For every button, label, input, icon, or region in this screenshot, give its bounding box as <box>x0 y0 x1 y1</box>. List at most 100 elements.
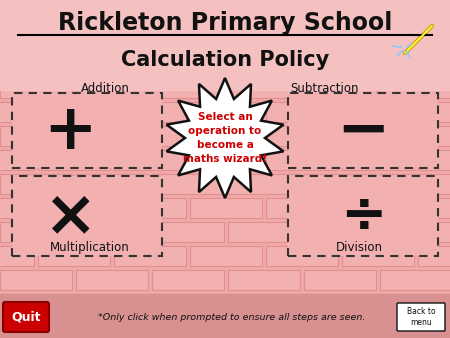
Bar <box>266 54 338 74</box>
Bar <box>76 318 148 338</box>
Bar <box>38 102 110 122</box>
Text: *Only click when prompted to ensure all steps are seen.: *Only click when prompted to ensure all … <box>98 313 366 321</box>
Bar <box>152 174 224 194</box>
Bar <box>38 294 110 314</box>
Bar <box>342 294 414 314</box>
Bar <box>76 126 148 146</box>
Text: ×: × <box>43 185 97 247</box>
Bar <box>228 126 300 146</box>
Bar <box>38 6 110 26</box>
Bar <box>266 6 338 26</box>
Bar <box>76 0 148 2</box>
Bar <box>342 54 414 74</box>
Bar <box>304 270 376 290</box>
Bar <box>152 0 224 2</box>
Bar <box>0 318 72 338</box>
Bar <box>0 54 34 74</box>
Text: +: + <box>43 100 97 162</box>
FancyBboxPatch shape <box>3 302 49 332</box>
Bar <box>380 222 450 242</box>
Text: −: − <box>336 100 390 162</box>
Bar <box>190 6 262 26</box>
Text: Rickleton Primary School: Rickleton Primary School <box>58 11 392 35</box>
Bar <box>228 174 300 194</box>
Bar <box>418 150 450 170</box>
Bar <box>190 150 262 170</box>
Text: Back to
menu: Back to menu <box>407 307 435 327</box>
Text: Calculation Policy: Calculation Policy <box>121 50 329 70</box>
Bar <box>228 30 300 50</box>
Bar <box>418 54 450 74</box>
Bar <box>0 174 72 194</box>
Bar <box>0 30 72 50</box>
Bar <box>266 102 338 122</box>
Bar <box>114 198 186 218</box>
Bar <box>0 198 34 218</box>
Bar <box>0 0 72 2</box>
Bar <box>0 150 34 170</box>
Bar <box>304 30 376 50</box>
Bar <box>418 246 450 266</box>
Text: Division: Division <box>336 241 383 254</box>
Bar <box>190 54 262 74</box>
Bar <box>38 198 110 218</box>
Bar <box>0 246 34 266</box>
Bar <box>266 198 338 218</box>
Bar <box>228 0 300 2</box>
Bar <box>152 126 224 146</box>
Bar <box>0 6 34 26</box>
Bar <box>418 6 450 26</box>
Bar <box>114 294 186 314</box>
Bar <box>114 246 186 266</box>
Bar <box>114 54 186 74</box>
Bar <box>304 222 376 242</box>
Bar <box>152 270 224 290</box>
Bar <box>304 318 376 338</box>
Bar <box>342 198 414 218</box>
Text: Select an
operation to
become a
maths wizard!: Select an operation to become a maths wi… <box>183 112 267 164</box>
Bar <box>418 102 450 122</box>
Bar <box>418 198 450 218</box>
Bar <box>152 30 224 50</box>
Bar <box>380 318 450 338</box>
Bar <box>304 0 376 2</box>
Bar <box>380 270 450 290</box>
Bar <box>380 30 450 50</box>
Polygon shape <box>166 78 284 198</box>
FancyBboxPatch shape <box>12 176 162 256</box>
Bar <box>0 222 72 242</box>
Bar <box>342 150 414 170</box>
Bar <box>304 126 376 146</box>
Text: Addition: Addition <box>81 82 130 95</box>
Text: Quit: Quit <box>11 311 41 323</box>
Bar <box>38 150 110 170</box>
Bar <box>76 174 148 194</box>
Text: ÷: ÷ <box>340 189 386 243</box>
Bar <box>0 294 450 338</box>
Bar <box>0 78 72 98</box>
Bar <box>0 102 34 122</box>
FancyBboxPatch shape <box>288 176 438 256</box>
Text: Multiplication: Multiplication <box>50 241 130 254</box>
Bar <box>114 102 186 122</box>
Bar <box>114 6 186 26</box>
Bar <box>152 222 224 242</box>
Bar <box>0 126 72 146</box>
Bar <box>152 78 224 98</box>
Bar <box>228 78 300 98</box>
FancyBboxPatch shape <box>397 303 445 331</box>
Bar <box>114 150 186 170</box>
Bar <box>190 294 262 314</box>
Bar <box>228 270 300 290</box>
Bar <box>190 246 262 266</box>
Bar <box>190 198 262 218</box>
Bar <box>418 294 450 314</box>
Bar <box>380 78 450 98</box>
Bar <box>0 0 450 90</box>
Bar <box>228 222 300 242</box>
Bar <box>304 78 376 98</box>
Bar <box>190 102 262 122</box>
Bar <box>38 246 110 266</box>
Bar <box>76 78 148 98</box>
Bar <box>342 6 414 26</box>
